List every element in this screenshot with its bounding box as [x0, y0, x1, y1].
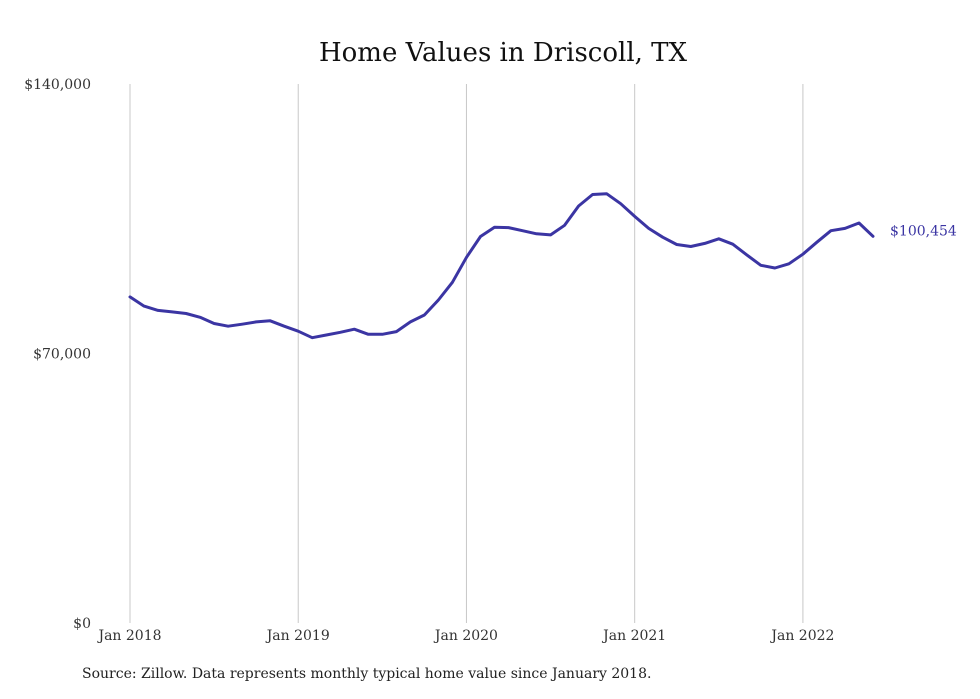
y-tick-label: $0 [73, 616, 91, 632]
y-axis-ticks: $0 $70,000 $140,000 [24, 77, 91, 632]
end-value-label: $100,454 [890, 223, 957, 239]
x-tick-label: Jan 2021 [601, 628, 666, 644]
gridlines [129, 84, 804, 623]
series-layer: $100,454 [128, 192, 957, 340]
source-note: Source: Zillow. Data represents monthly … [82, 666, 652, 682]
chart-title: Home Values in Driscoll, TX [319, 38, 688, 68]
x-tick-label: Jan 2020 [433, 628, 498, 644]
y-tick-label: $140,000 [24, 77, 91, 93]
x-tick-label: Jan 2022 [769, 628, 834, 644]
x-tick-label: Jan 2018 [96, 628, 161, 644]
x-tick-label: Jan 2019 [265, 628, 330, 644]
series-line [128, 192, 875, 340]
x-axis-ticks: Jan 2018 Jan 2019 Jan 2020 Jan 2021 Jan 2022 [96, 628, 834, 644]
y-tick-label: $70,000 [33, 347, 91, 363]
